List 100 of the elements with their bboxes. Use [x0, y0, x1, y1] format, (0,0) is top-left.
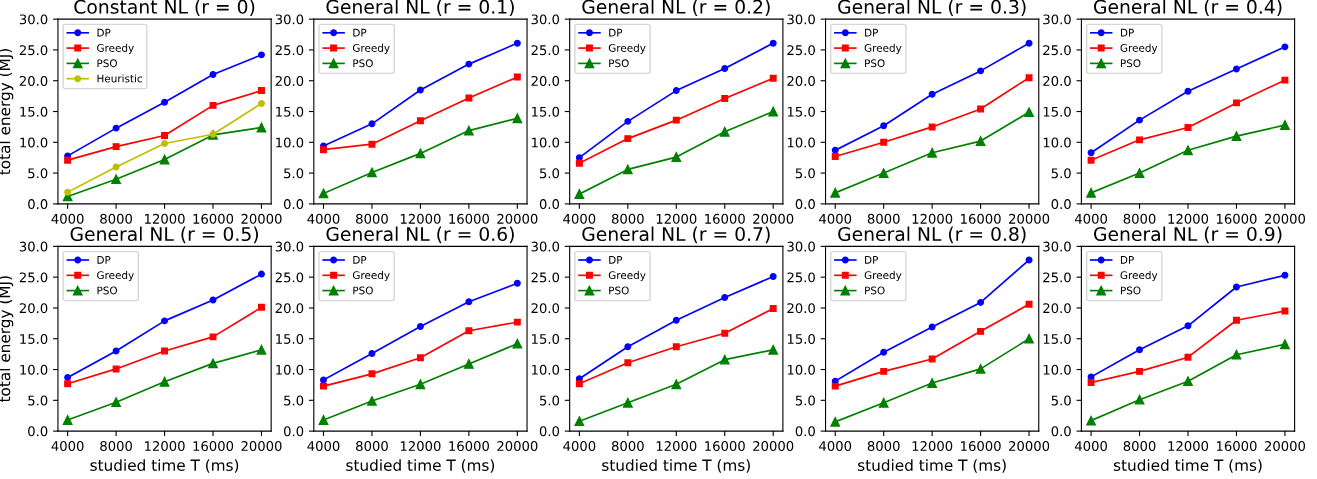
x-tick-label: 16000: [961, 213, 1001, 224]
x-tick-label: 20000: [1009, 213, 1050, 224]
legend-label: PSO: [865, 286, 885, 295]
legend-label: DP: [1120, 256, 1134, 264]
chart-title: General NL (r = 0.4): [1094, 0, 1282, 17]
chart-title: General NL (r = 0.6): [326, 226, 514, 244]
chart-title: Constant NL (r = 0): [74, 0, 255, 17]
legend-label: Greedy: [608, 271, 646, 282]
y-tick-label: 0.0: [1051, 199, 1071, 210]
y-tick-label: 10.0: [276, 137, 304, 148]
y-tick-label: 20.0: [19, 75, 48, 86]
x-tick-label: 12000: [1168, 441, 1209, 452]
legend-label: DP: [353, 256, 367, 264]
legend-label: Greedy: [352, 43, 390, 54]
x-tick-label: 16000: [1216, 213, 1257, 224]
legend-label: Heuristic: [97, 74, 142, 83]
x-tick-label: 16000: [193, 441, 234, 452]
x-tick-label: 4000: [819, 213, 852, 224]
y-tick-label: 0.0: [283, 426, 304, 437]
y-tick-label: 25.0: [531, 272, 560, 283]
y-tick-label: 15.0: [532, 333, 560, 344]
x-axis-title: studied time T (ms): [346, 459, 495, 473]
y-tick-label: 30.0: [19, 14, 48, 25]
legend-label: DP: [865, 28, 879, 37]
y-tick-label: 20.0: [1043, 75, 1071, 86]
x-tick-label: 8000: [611, 441, 644, 452]
y-tick-label: 5.0: [28, 395, 48, 406]
x-tick-label: 16000: [449, 213, 489, 224]
y-tick-label: 25.0: [1043, 272, 1071, 283]
chart-title: General NL (r = 0.5): [70, 226, 258, 244]
legend-label: Greedy: [97, 43, 134, 54]
y-tick-label: 5.0: [284, 168, 304, 179]
y-tick-label: 20.0: [531, 303, 560, 314]
y-tick-label: 20.0: [275, 75, 304, 86]
x-axis-title: studied time T (ms): [1113, 459, 1262, 473]
y-tick-label: 10.0: [787, 137, 815, 148]
x-tick-label: 16000: [961, 441, 1001, 452]
x-tick-label: 4000: [563, 213, 596, 224]
y-tick-label: 0.0: [28, 426, 48, 437]
x-axis-title: studied time T (ms): [90, 459, 239, 473]
y-tick-label: 5.0: [539, 395, 560, 406]
x-tick-label: 16000: [449, 441, 489, 452]
chart-title: General NL (r = 0.8): [838, 226, 1026, 244]
y-tick-label: 10.0: [20, 137, 48, 148]
x-tick-label: 12000: [145, 441, 185, 452]
y-tick-label: 25.0: [787, 45, 815, 56]
y-tick-label: 25.0: [275, 45, 304, 56]
legend-label: PSO: [353, 286, 373, 295]
x-tick-label: 12000: [656, 441, 697, 452]
x-tick-label: 16000: [193, 213, 234, 224]
y-tick-label: 25.0: [19, 45, 48, 56]
y-tick-label: 10.0: [787, 364, 815, 375]
x-axis-title: studied time T (ms): [602, 459, 750, 473]
y-tick-label: 15.0: [20, 333, 48, 344]
y-tick-label: 30.0: [1043, 14, 1071, 25]
y-tick-label: 25.0: [275, 272, 304, 283]
y-tick-label: 15.0: [1043, 106, 1071, 117]
x-tick-label: 20000: [241, 441, 282, 452]
y-tick-label: 25.0: [531, 45, 560, 56]
y-tick-label: 30.0: [19, 241, 48, 252]
x-tick-label: 16000: [705, 441, 745, 452]
x-tick-label: 20000: [1264, 441, 1306, 452]
y-tick-label: 20.0: [19, 303, 48, 314]
y-tick-label: 15.0: [532, 106, 560, 117]
legend-label: DP: [609, 256, 623, 264]
x-tick-label: 12000: [656, 213, 697, 224]
y-tick-label: 10.0: [532, 364, 560, 375]
legend-label: DP: [865, 256, 879, 264]
x-tick-label: 20000: [1264, 213, 1306, 224]
y-tick-label: 5.0: [28, 168, 48, 179]
chart-title: General NL (r = 0.1): [326, 0, 514, 17]
y-tick-label: 15.0: [20, 106, 48, 117]
y-tick-label: 5.0: [1051, 168, 1071, 179]
legend-label: Greedy: [352, 271, 390, 282]
x-tick-label: 12000: [1168, 213, 1209, 224]
legend-label: PSO: [1120, 59, 1141, 68]
y-tick-label: 10.0: [20, 364, 48, 375]
x-tick-label: 4000: [307, 213, 340, 224]
y-tick-label: 15.0: [1043, 333, 1071, 344]
x-tick-label: 12000: [400, 441, 441, 452]
y-tick-label: 5.0: [539, 168, 560, 179]
y-tick-label: 30.0: [531, 14, 560, 25]
chart-title: General NL (r = 0.9): [1094, 226, 1282, 244]
y-tick-label: 15.0: [787, 333, 815, 344]
chart-title: General NL (r = 0.2): [582, 0, 770, 17]
legend-label: DP: [97, 28, 111, 37]
x-tick-label: 8000: [1123, 441, 1156, 452]
legend-label: DP: [1120, 28, 1134, 37]
y-tick-label: 5.0: [284, 395, 304, 406]
y-tick-label: 0.0: [28, 199, 48, 210]
x-tick-label: 20000: [497, 213, 538, 224]
x-tick-label: 4000: [1074, 441, 1107, 452]
legend-label: Greedy: [608, 43, 646, 54]
legend-label: PSO: [97, 286, 117, 295]
y-tick-label: 5.0: [795, 168, 815, 179]
legend-label: Greedy: [864, 43, 902, 54]
x-tick-label: 20000: [753, 441, 794, 452]
y-tick-label: 10.0: [1043, 364, 1071, 375]
legend-label: Greedy: [1120, 271, 1158, 282]
x-axis-title: studied time T (ms): [858, 459, 1006, 473]
